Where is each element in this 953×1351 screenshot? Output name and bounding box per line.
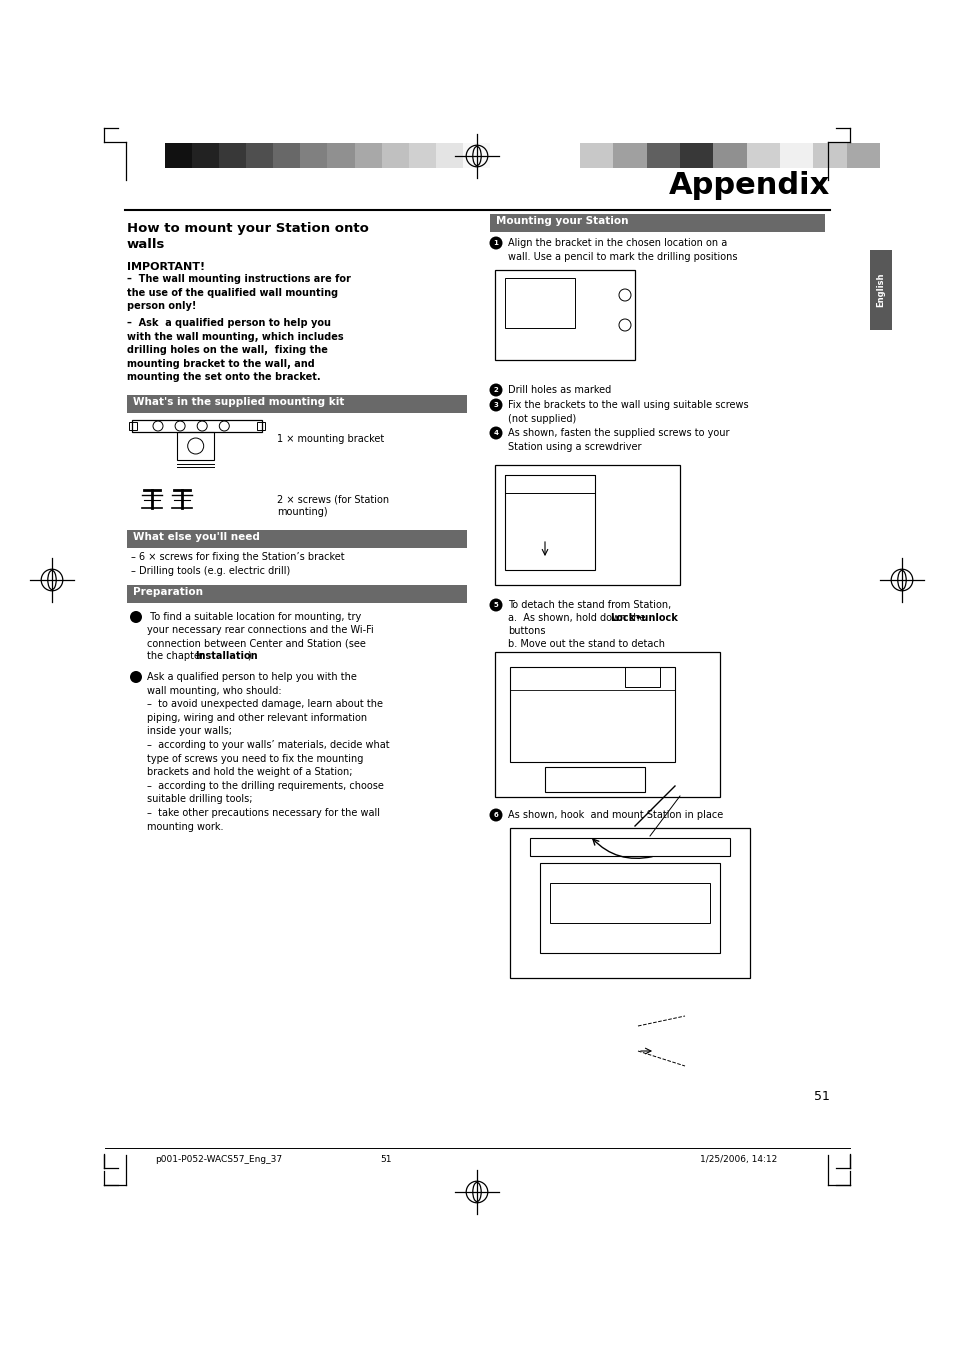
Text: 2: 2	[493, 386, 497, 393]
Text: 4: 4	[493, 430, 498, 436]
Bar	[530, 838, 729, 857]
Bar	[381, 143, 408, 168]
Text: the chapter: the chapter	[147, 651, 207, 661]
Bar	[327, 143, 355, 168]
Bar	[408, 143, 436, 168]
Text: To detach the stand from Station,: To detach the stand from Station,	[507, 600, 671, 611]
Bar	[495, 270, 635, 359]
Text: Mounting your Station: Mounting your Station	[496, 216, 628, 226]
Circle shape	[489, 236, 502, 250]
Circle shape	[489, 598, 502, 612]
Bar	[539, 863, 720, 952]
Circle shape	[489, 399, 502, 412]
Circle shape	[489, 427, 502, 439]
Text: What's in the supplied mounting kit: What's in the supplied mounting kit	[132, 397, 344, 407]
Text: connection between Center and Station (see: connection between Center and Station (s…	[147, 638, 366, 648]
Bar	[510, 667, 675, 762]
Bar	[869, 250, 891, 330]
Text: p001-P052-WACS57_Eng_37: p001-P052-WACS57_Eng_37	[154, 1155, 282, 1165]
Text: –  The wall mounting instructions are for
the use of the qualified wall mounting: – The wall mounting instructions are for…	[127, 274, 351, 311]
Text: 5: 5	[493, 603, 497, 608]
Bar	[646, 143, 679, 168]
Bar	[165, 143, 192, 168]
Bar	[132, 420, 262, 432]
Bar	[613, 143, 646, 168]
Text: As shown, hook  and mount Station in place: As shown, hook and mount Station in plac…	[507, 811, 722, 820]
Bar	[300, 143, 327, 168]
Bar	[219, 143, 246, 168]
Text: 2 × screws (for Station
mounting): 2 × screws (for Station mounting)	[276, 494, 389, 517]
Text: Preparation: Preparation	[132, 586, 203, 597]
Text: your necessary rear connections and the Wi-Fi: your necessary rear connections and the …	[147, 626, 374, 635]
Bar	[746, 143, 780, 168]
Bar	[490, 213, 824, 232]
Text: To find a suitable location for mounting, try: To find a suitable location for mounting…	[147, 612, 361, 621]
Text: 3: 3	[493, 403, 497, 408]
Text: –  Ask  a qualified person to help you
with the wall mounting, which includes
dr: – Ask a qualified person to help you wit…	[127, 317, 343, 382]
Text: Lock•unlock: Lock•unlock	[609, 613, 678, 623]
Bar	[127, 394, 467, 413]
Text: Align the bracket in the chosen location on a
wall. Use a pencil to mark the dri: Align the bracket in the chosen location…	[507, 238, 737, 262]
Circle shape	[489, 384, 502, 396]
Bar	[495, 653, 720, 797]
Text: As shown, fasten the supplied screws to your
Station using a screwdriver: As shown, fasten the supplied screws to …	[507, 428, 729, 451]
Text: b. Move out the stand to detach: b. Move out the stand to detach	[507, 639, 664, 648]
Text: Installation: Installation	[194, 651, 257, 661]
Bar	[510, 828, 749, 978]
Bar	[679, 143, 713, 168]
Text: buttons: buttons	[507, 626, 545, 636]
Bar	[780, 143, 813, 168]
Circle shape	[489, 808, 502, 821]
Text: Appendix: Appendix	[668, 172, 829, 200]
Text: 51: 51	[379, 1155, 391, 1165]
Bar	[462, 143, 490, 168]
Text: 1/25/2006, 14:12: 1/25/2006, 14:12	[700, 1155, 777, 1165]
Bar	[127, 530, 467, 549]
Bar	[177, 432, 213, 459]
Text: Drill holes as marked: Drill holes as marked	[507, 385, 611, 394]
Bar	[436, 143, 462, 168]
Bar	[504, 476, 595, 493]
Text: English: English	[876, 273, 884, 307]
Text: 51: 51	[813, 1090, 829, 1102]
Bar	[504, 278, 575, 328]
Text: Ask a qualified person to help you with the
wall mounting, who should:
–  to avo: Ask a qualified person to help you with …	[147, 671, 389, 832]
Bar	[246, 143, 274, 168]
Circle shape	[130, 671, 142, 684]
Bar	[504, 476, 595, 570]
Bar	[274, 143, 300, 168]
Bar	[127, 585, 467, 603]
Circle shape	[130, 611, 142, 623]
Bar	[579, 143, 613, 168]
Bar	[544, 767, 644, 792]
Text: IMPORTANT!: IMPORTANT!	[127, 262, 205, 272]
Bar	[256, 422, 265, 430]
Bar	[192, 143, 219, 168]
Bar	[495, 465, 679, 585]
Bar	[845, 143, 879, 168]
Text: ).: ).	[247, 651, 253, 661]
Bar	[129, 422, 137, 430]
Text: Fix the brackets to the wall using suitable screws
(not supplied): Fix the brackets to the wall using suita…	[507, 400, 748, 424]
Bar	[813, 143, 845, 168]
Text: – 6 × screws for fixing the Station’s bracket
– Drilling tools (e.g. electric dr: – 6 × screws for fixing the Station’s br…	[131, 553, 344, 576]
Bar	[713, 143, 746, 168]
Bar	[624, 667, 659, 688]
Text: How to mount your Station onto: How to mount your Station onto	[127, 222, 369, 235]
Text: 6: 6	[493, 812, 497, 817]
Bar	[355, 143, 381, 168]
Bar	[550, 884, 709, 923]
Text: 1 × mounting bracket: 1 × mounting bracket	[276, 434, 384, 444]
Text: What else you'll need: What else you'll need	[132, 532, 259, 542]
Text: a.  As shown, hold down the: a. As shown, hold down the	[507, 613, 648, 623]
Text: 1: 1	[493, 240, 497, 246]
Text: walls: walls	[127, 238, 165, 251]
